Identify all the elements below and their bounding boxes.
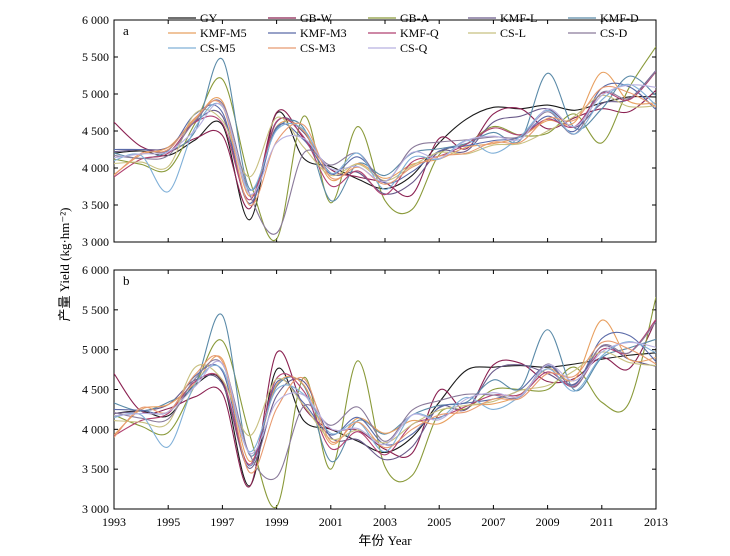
series-line-gb-w <box>114 319 656 488</box>
y-tick-label: 5 000 <box>82 87 109 101</box>
series-line-cs-d <box>114 70 656 235</box>
legend-label: CS-M5 <box>200 41 235 55</box>
legend-item: GB-W <box>268 11 333 25</box>
series-line-kmf-d <box>114 57 656 202</box>
y-tick-label: 6 000 <box>82 263 109 277</box>
legend-item: GB-A <box>368 11 430 25</box>
y-tick-label: 3 000 <box>82 235 109 249</box>
series-line-gy <box>114 95 656 221</box>
x-tick-label: 2001 <box>319 515 343 529</box>
panel-label: b <box>123 273 130 288</box>
y-axis-label: 产量 Yield (kg·hm⁻²) <box>57 207 72 321</box>
y-tick-label: 3 500 <box>82 462 109 476</box>
panel-b: 3 000 3 500 4 000 4 500 5 000 5 500 6 000 1993 1… <box>82 263 668 529</box>
series-line-gb-a <box>114 46 656 242</box>
series-line-kmf-m3 <box>114 331 656 467</box>
legend-label: KMF-M3 <box>300 26 347 40</box>
series-line-cs-q <box>114 341 656 455</box>
x-tick-label: 2003 <box>373 515 397 529</box>
series-line-cs-m5 <box>114 83 656 193</box>
legend-item: KMF-M3 <box>268 26 347 40</box>
y-tick-label: 3 500 <box>82 198 109 212</box>
legend-label: KMF-Q <box>400 26 439 40</box>
y-tick-label: 5 500 <box>82 50 109 64</box>
legend-label: CS-Q <box>400 41 428 55</box>
series-line-kmf-q <box>114 319 656 465</box>
x-tick-label: 2011 <box>590 515 614 529</box>
legend-label: CS-D <box>600 26 628 40</box>
plot-frame <box>113 269 657 510</box>
series-line-cs-m5 <box>114 341 656 453</box>
x-axis-label: 年份 Year <box>358 533 412 548</box>
series-line-cs-m3 <box>114 340 656 474</box>
legend-label: CS-M3 <box>300 41 335 55</box>
panel-label: a <box>123 23 129 38</box>
legend-label: CS-L <box>500 26 526 40</box>
legend-label: KMF-D <box>600 11 639 25</box>
series-line-cs-q <box>114 84 656 195</box>
x-tick-label: 1997 <box>210 515 234 529</box>
series-line-kmf-m3 <box>114 82 656 205</box>
legend-item: CS-M3 <box>268 41 335 55</box>
x-tick-label: 2005 <box>427 515 451 529</box>
series-line-kmf-l <box>114 69 656 205</box>
x-tick-label: 2013 <box>644 515 668 529</box>
y-tick-label: 5 500 <box>82 303 109 317</box>
legend-item: KMF-D <box>568 11 639 25</box>
legend-label: GY <box>200 11 218 25</box>
x-tick-label: 1993 <box>102 515 126 529</box>
legend-item: GY <box>168 11 218 25</box>
legend-label: KMF-L <box>500 11 537 25</box>
series-line-gb-a <box>114 296 656 509</box>
y-tick-label: 3 000 <box>82 502 109 516</box>
legend-item: CS-L <box>468 26 526 40</box>
x-tick-label: 1995 <box>156 515 180 529</box>
series-line-cs-d <box>114 321 656 481</box>
legend-item: KMF-M5 <box>168 26 247 40</box>
series-line-cs-l <box>114 351 656 444</box>
legend-item: CS-M5 <box>168 41 235 55</box>
series-line-kmf-d <box>114 313 656 462</box>
x-tick-label: 1999 <box>265 515 289 529</box>
panel-a: 3 000 3 500 4 000 4 500 5 000 5 500 6 000 a <box>82 13 657 249</box>
y-tick-label: 4 500 <box>82 383 109 397</box>
legend-item: KMF-L <box>468 11 537 25</box>
legend-label: GB-A <box>400 11 430 25</box>
legend-item: CS-Q <box>368 41 428 55</box>
x-tick-label: 2007 <box>481 515 505 529</box>
x-tick-label: 2009 <box>536 515 560 529</box>
y-tick-label: 4 000 <box>82 161 109 175</box>
y-tick-label: 4 000 <box>82 422 109 436</box>
y-tick-label: 5 000 <box>82 343 109 357</box>
legend-item: CS-D <box>568 26 628 40</box>
y-tick-label: 4 500 <box>82 124 109 138</box>
y-tick-label: 6 000 <box>82 13 109 27</box>
series-line-cs-m3 <box>114 85 656 206</box>
legend-label: GB-W <box>300 11 333 25</box>
legend-label: KMF-M5 <box>200 26 247 40</box>
legend-item: KMF-Q <box>368 26 439 40</box>
series-line-gb-w <box>114 89 656 210</box>
